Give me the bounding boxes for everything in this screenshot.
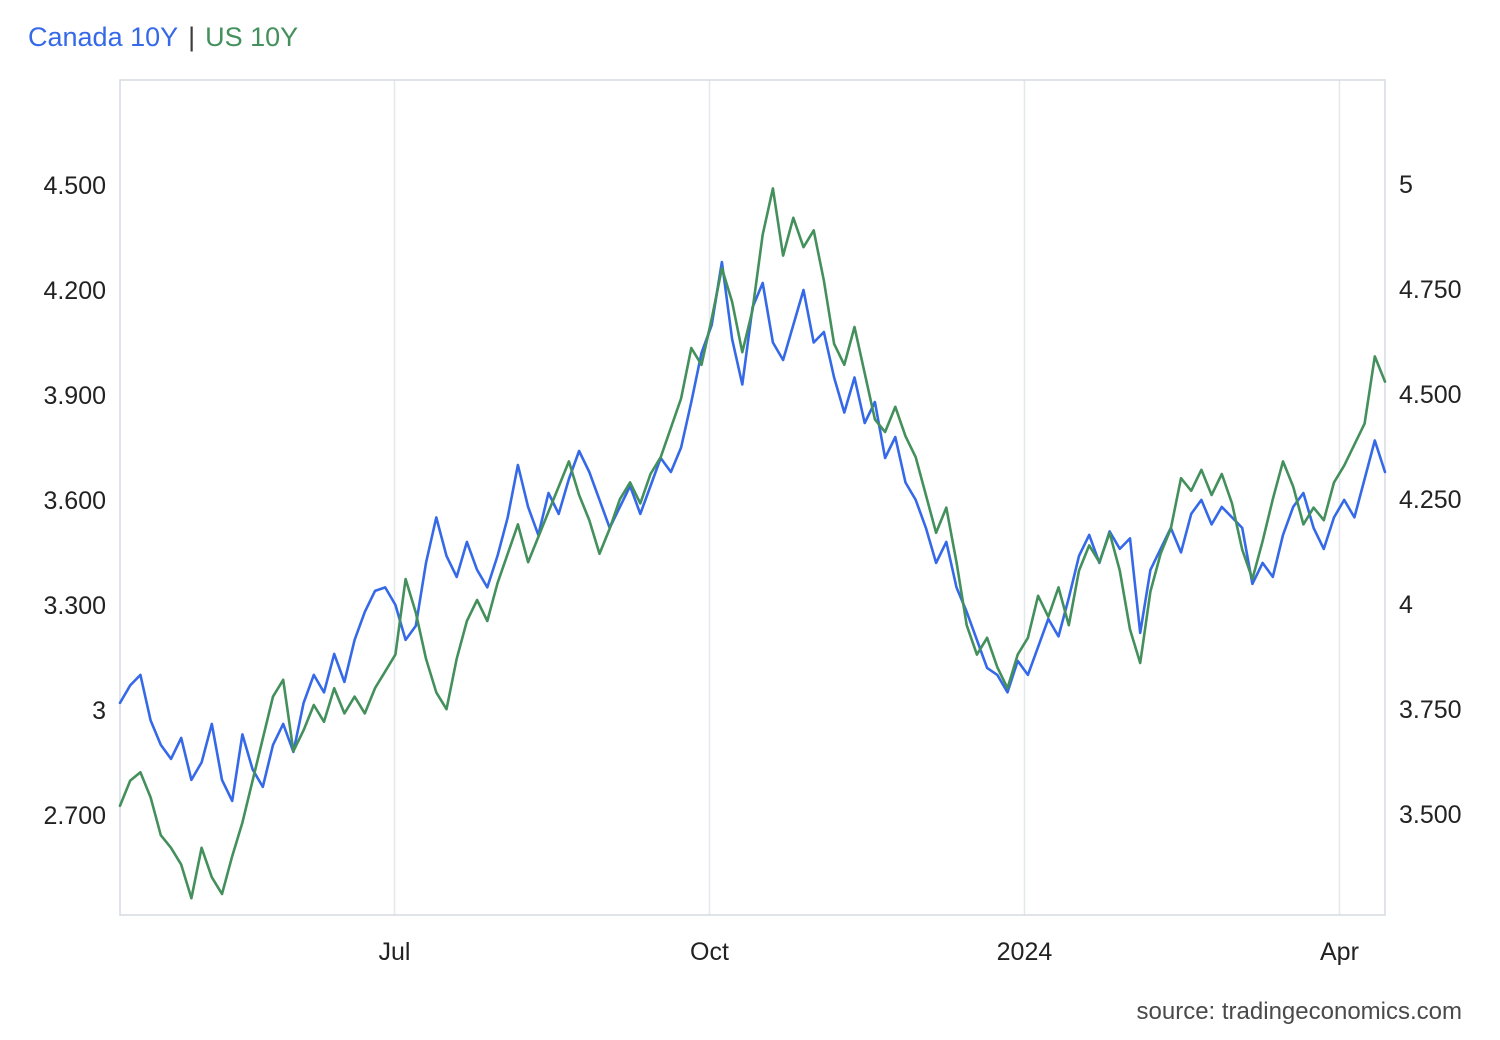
legend-canada-10y[interactable]: Canada 10Y xyxy=(28,22,179,52)
legend-separator: | xyxy=(188,22,196,52)
legend-us-10y[interactable]: US 10Y xyxy=(205,22,299,52)
left-axis-tick: 4.500 xyxy=(43,172,106,200)
source-attribution[interactable]: source: tradingeconomics.com xyxy=(1136,998,1462,1025)
x-axis-tick-2024: 2024 xyxy=(997,938,1053,966)
left-axis-tick: 2.700 xyxy=(43,802,106,830)
left-axis-tick: 3 xyxy=(92,697,106,725)
left-axis-tick: 3.300 xyxy=(43,592,106,620)
left-axis-tick: 4.200 xyxy=(43,277,106,305)
right-axis-tick: 3.500 xyxy=(1399,801,1462,829)
chart-legend: Canada 10Y | US 10Y xyxy=(28,22,298,53)
x-axis-tick-oct: Oct xyxy=(690,938,729,966)
right-axis-tick: 3.750 xyxy=(1399,696,1462,724)
right-axis-tick: 4 xyxy=(1399,591,1413,619)
right-axis-tick: 4.500 xyxy=(1399,381,1462,409)
plot-border xyxy=(119,79,1386,916)
us-10y-line[interactable] xyxy=(118,187,1387,900)
right-axis-tick: 5 xyxy=(1399,171,1413,199)
x-axis-tick-jul: Jul xyxy=(379,938,411,966)
left-axis-tick: 3.900 xyxy=(43,382,106,410)
x-axis-tick-apr: Apr xyxy=(1320,938,1359,966)
left-axis-tick: 3.600 xyxy=(43,487,106,515)
right-axis-tick: 4.250 xyxy=(1399,486,1462,514)
canada-10y-line[interactable] xyxy=(118,260,1387,803)
right-axis-tick: 4.750 xyxy=(1399,276,1462,304)
